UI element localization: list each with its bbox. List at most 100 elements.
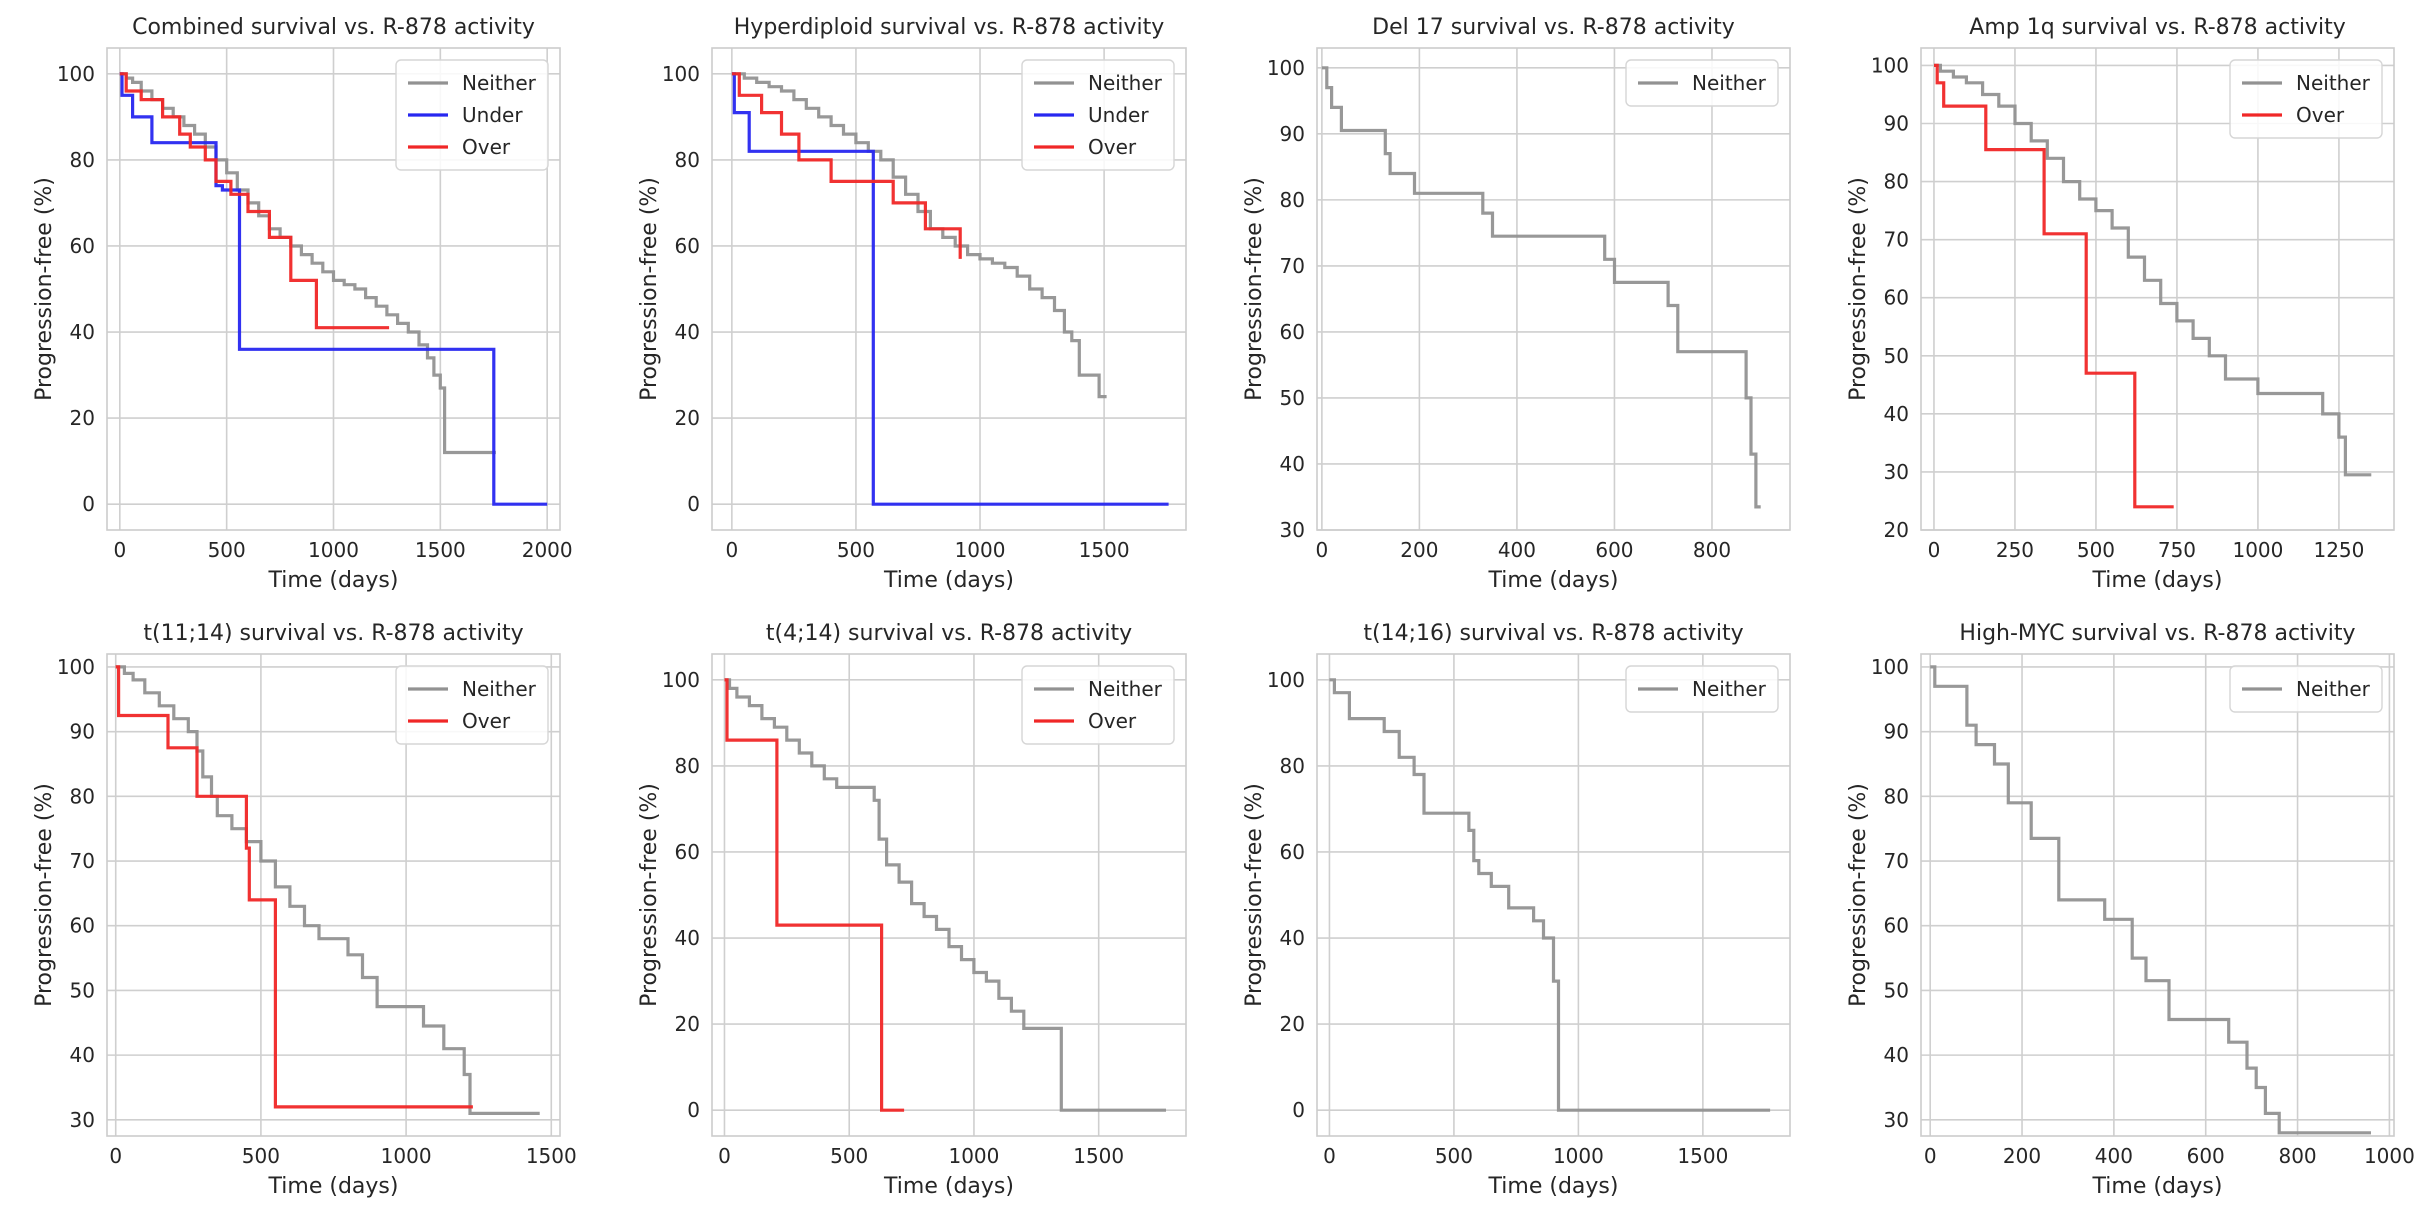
x-axis-label: Time (days) bbox=[1488, 1174, 1619, 1199]
series-line-neither bbox=[731, 72, 1107, 399]
legend-box bbox=[2229, 665, 2383, 713]
x-tick-label: 250 bbox=[1996, 538, 2034, 562]
legend-box bbox=[395, 59, 549, 171]
chart-panel-3: 0 200 400 600 800 30 40 50 60 70 80 90 100 Del 17 sur… bbox=[1242, 15, 1791, 593]
y-tick-label: 40 bbox=[675, 320, 700, 344]
plot-frame bbox=[1920, 47, 2395, 531]
x-tick-label: 1000 bbox=[2364, 1144, 2415, 1168]
y-tick-label: 70 bbox=[1280, 254, 1305, 278]
y-axis-label: Progression-free (%) bbox=[1846, 177, 1871, 401]
y-axis-label: Progression-free (%) bbox=[1242, 177, 1267, 401]
y-tick-label: 80 bbox=[1280, 188, 1305, 212]
x-tick-label: 1000 bbox=[381, 1144, 432, 1168]
legend-label-over: Over bbox=[462, 709, 511, 733]
chart-panel-7: 0 500 1000 1500 0 20 40 60 80 100 t(14;16) surviva… bbox=[1242, 621, 1791, 1199]
y-tick-label: 30 bbox=[70, 1108, 95, 1132]
x-tick-label: 0 bbox=[1323, 1144, 1336, 1168]
chart-title: t(11;14) survival vs. R-878 activity bbox=[143, 621, 523, 646]
y-axis-label: Progression-free (%) bbox=[32, 783, 57, 1007]
y-tick-label: 20 bbox=[675, 406, 700, 430]
x-tick-label: 600 bbox=[2187, 1144, 2225, 1168]
x-tick-label: 0 bbox=[725, 538, 738, 562]
x-tick-label: 1250 bbox=[2313, 538, 2364, 562]
chart-title: t(4;14) survival vs. R-878 activity bbox=[766, 621, 1132, 646]
y-tick-label: 100 bbox=[1871, 655, 1909, 679]
y-tick-label: 50 bbox=[1884, 344, 1909, 368]
x-tick-label: 750 bbox=[2158, 538, 2196, 562]
legend: Neither Over bbox=[2229, 59, 2383, 139]
legend: Neither bbox=[1625, 665, 1779, 713]
y-tick-label: 90 bbox=[1884, 720, 1909, 744]
plot-frame bbox=[1316, 47, 1791, 531]
chart-title: Combined survival vs. R-878 activity bbox=[132, 15, 535, 40]
legend-box bbox=[395, 665, 549, 745]
x-axis-label: Time (days) bbox=[1488, 568, 1619, 593]
x-tick-label: 800 bbox=[2278, 1144, 2316, 1168]
series-line-neither bbox=[1321, 66, 1761, 509]
x-tick-label: 400 bbox=[2095, 1144, 2133, 1168]
y-tick-label: 30 bbox=[1884, 1108, 1909, 1132]
plot-frame bbox=[1920, 653, 2395, 1137]
chart-title: t(14;16) survival vs. R-878 activity bbox=[1363, 621, 1743, 646]
series-line-neither bbox=[115, 665, 540, 1115]
series-line-over bbox=[724, 678, 905, 1112]
y-axis-label: Progression-free (%) bbox=[32, 177, 57, 401]
y-tick-label: 80 bbox=[1884, 170, 1909, 194]
legend: Neither Over bbox=[395, 665, 549, 745]
legend-label-neither: Neither bbox=[1088, 71, 1163, 95]
y-tick-label: 30 bbox=[1884, 460, 1909, 484]
y-tick-label: 60 bbox=[675, 840, 700, 864]
y-tick-label: 100 bbox=[662, 668, 700, 692]
y-tick-label: 80 bbox=[675, 148, 700, 172]
legend-box bbox=[1021, 59, 1175, 171]
series-line-over bbox=[115, 665, 473, 1109]
legend: Neither bbox=[2229, 665, 2383, 713]
legend-box bbox=[1625, 665, 1779, 713]
chart-panel-8: 0 200 400 600 800 1000 30 40 50 60 70 80 90 100 High-M… bbox=[1846, 621, 2415, 1199]
chart-panel-5: 0 500 1000 1500 30 40 50 60 70 80 90 100 t(11;14) su… bbox=[32, 621, 577, 1199]
y-tick-label: 60 bbox=[1280, 840, 1305, 864]
y-tick-label: 90 bbox=[1884, 111, 1909, 135]
y-tick-label: 70 bbox=[1884, 228, 1909, 252]
y-tick-label: 80 bbox=[675, 754, 700, 778]
plot-frame bbox=[106, 47, 561, 531]
chart-panel-4: 0 250 500 750 1000 1250 20 30 40 50 60 70 80 90 100 Amp… bbox=[1846, 15, 2395, 593]
plot-frame bbox=[1316, 653, 1791, 1137]
x-tick-label: 0 bbox=[113, 538, 126, 562]
legend-label-neither: Neither bbox=[462, 677, 537, 701]
plot-frame bbox=[711, 653, 1187, 1137]
series-line-neither bbox=[1329, 678, 1771, 1112]
x-tick-label: 1500 bbox=[1079, 538, 1130, 562]
y-tick-label: 20 bbox=[1884, 518, 1909, 542]
x-axis-label: Time (days) bbox=[883, 568, 1014, 593]
x-axis-label: Time (days) bbox=[2092, 568, 2223, 593]
y-tick-label: 60 bbox=[1280, 320, 1305, 344]
legend-label-over: Over bbox=[1088, 709, 1137, 733]
x-tick-label: 500 bbox=[2077, 538, 2115, 562]
x-tick-label: 500 bbox=[830, 1144, 868, 1168]
y-tick-label: 40 bbox=[70, 320, 95, 344]
legend-label-neither: Neither bbox=[462, 71, 537, 95]
series-line-neither bbox=[724, 678, 1166, 1112]
chart-panel-6: 0 500 1000 1500 0 20 40 60 80 100 t(4;14) survival… bbox=[637, 621, 1187, 1199]
legend-label-neither: Neither bbox=[1692, 71, 1767, 95]
legend-box bbox=[1625, 59, 1779, 107]
y-tick-label: 80 bbox=[70, 784, 95, 808]
y-axis-label: Progression-free (%) bbox=[1242, 783, 1267, 1007]
series-line-neither bbox=[1934, 63, 2372, 477]
legend-label-over: Over bbox=[2296, 103, 2345, 127]
y-tick-label: 60 bbox=[1884, 286, 1909, 310]
y-tick-label: 100 bbox=[1267, 56, 1305, 80]
y-axis-label: Progression-free (%) bbox=[637, 783, 662, 1007]
x-axis-label: Time (days) bbox=[2092, 1174, 2223, 1199]
x-tick-label: 500 bbox=[242, 1144, 280, 1168]
y-tick-label: 100 bbox=[662, 62, 700, 86]
chart-title: High-MYC survival vs. R-878 activity bbox=[1959, 621, 2355, 646]
x-tick-label: 1500 bbox=[1677, 1144, 1728, 1168]
chart-title: Amp 1q survival vs. R-878 activity bbox=[1969, 15, 2345, 40]
x-tick-label: 1500 bbox=[1073, 1144, 1124, 1168]
chart-title: Hyperdiploid survival vs. R-878 activity bbox=[734, 15, 1164, 40]
y-tick-label: 0 bbox=[687, 492, 700, 516]
plot-frame bbox=[711, 47, 1187, 531]
